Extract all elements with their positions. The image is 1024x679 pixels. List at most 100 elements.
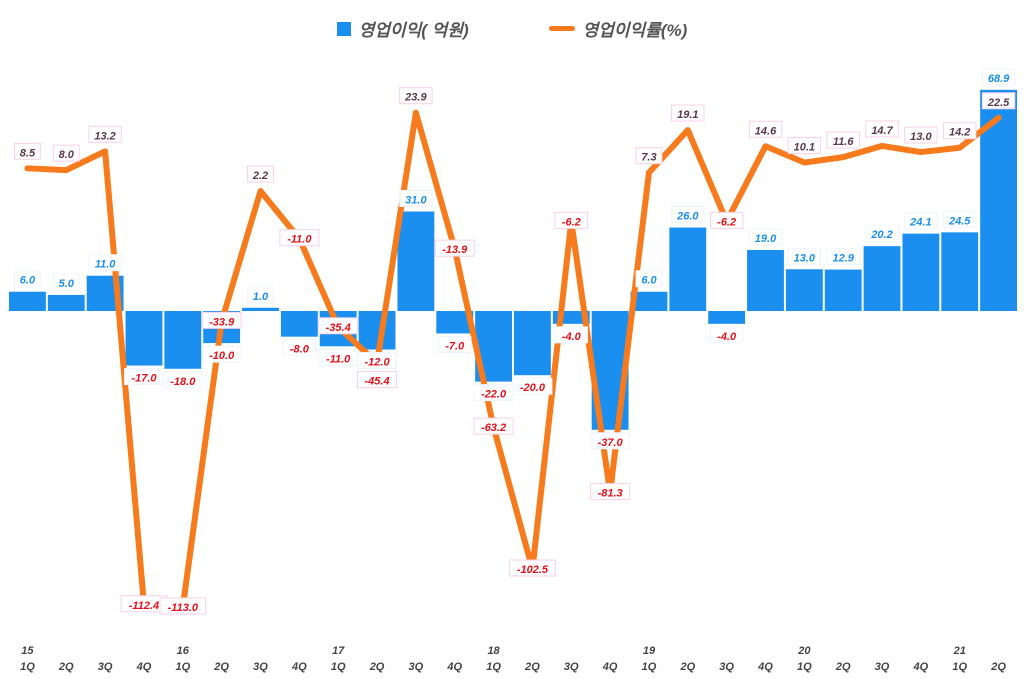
bar-data-label-box — [635, 270, 663, 288]
x-tick-label: 4Q — [291, 661, 307, 673]
x-year-label: 21 — [953, 645, 966, 657]
bar-data-label: 26.0 — [676, 211, 699, 223]
bar-data-label-box — [88, 254, 122, 272]
line-data-label: 14.2 — [949, 127, 970, 139]
x-tick-label: 3Q — [98, 661, 113, 673]
line-data-label-box — [787, 137, 822, 155]
x-tick-label: 1Q — [175, 661, 190, 673]
line-data-label-box — [52, 144, 80, 162]
line-data-label: -35.4 — [326, 322, 351, 334]
bar-data-label: 24.5 — [948, 215, 971, 227]
line-data-label-box — [943, 122, 977, 140]
bar — [863, 246, 901, 311]
bar-data-label-box — [52, 273, 80, 291]
bar-data-label-box — [590, 432, 631, 450]
bar — [514, 311, 551, 376]
bar-data-label-box — [671, 206, 705, 224]
bar-data-label-box — [748, 228, 783, 246]
x-tick-label: 3Q — [253, 661, 268, 673]
bar-data-label-box — [787, 247, 822, 265]
bar-data-label-box — [981, 68, 1016, 86]
bar-data-label: -20.0 — [520, 382, 546, 394]
bar-data-label: 19.0 — [755, 233, 777, 245]
bar-data-label-box — [201, 345, 242, 363]
line-data-label: 7.3 — [641, 152, 656, 164]
x-tick-label: 1Q — [486, 661, 501, 673]
line-data-label: 13.2 — [94, 130, 115, 142]
bar-data-label: 6.0 — [20, 275, 36, 287]
bar — [669, 227, 707, 311]
x-tick-label: 2Q — [524, 661, 540, 673]
line-data-label-box — [434, 239, 475, 257]
bar-data-label-box — [709, 326, 744, 344]
line-data-label: 23.9 — [404, 92, 427, 104]
line-data-label-box — [554, 211, 588, 229]
bar — [708, 311, 746, 324]
line-data-label-box — [671, 104, 705, 122]
line-data-label: -6.2 — [562, 216, 581, 228]
x-tick-label: 1Q — [952, 661, 967, 673]
x-tick-label: 3Q — [875, 661, 890, 673]
line-data-label-box — [748, 120, 783, 138]
line-data-label: -81.3 — [598, 487, 623, 499]
bar-data-label-box — [14, 270, 41, 288]
bar-data-label-box — [904, 212, 938, 230]
bar-data-label-box — [399, 189, 433, 207]
line-data-label: -45.4 — [364, 376, 389, 388]
bar — [47, 294, 85, 311]
line-data-label: -63.2 — [481, 422, 506, 434]
bar-data-label-box — [554, 326, 588, 344]
bar — [980, 89, 1017, 312]
x-tick-label: 2Q — [58, 661, 74, 673]
line-series — [24, 109, 1002, 610]
x-tick-label: 4Q — [446, 661, 462, 673]
x-year-label: 18 — [487, 645, 500, 657]
x-tick-label: 4Q — [913, 661, 929, 673]
bar-data-label: 11.0 — [95, 259, 116, 271]
line-data-label: -11.0 — [287, 234, 312, 246]
legend: 영업이익( 억원) 영업이익률(%) — [0, 16, 1024, 41]
bar-data-label: -7.0 — [445, 340, 465, 352]
bar-data-label: -22.0 — [481, 389, 507, 401]
x-tick-label: 4Q — [757, 661, 773, 673]
legend-item-bar: 영업이익( 억원) — [336, 16, 469, 41]
line-data-label-box — [635, 147, 663, 165]
x-year-label: 20 — [797, 645, 811, 657]
bar-data-label-box — [865, 224, 899, 242]
bar-data-label-box — [438, 335, 472, 353]
x-tick-label: 2Q — [990, 661, 1006, 673]
bar — [630, 291, 668, 311]
bar-data-label: -10.0 — [209, 350, 235, 362]
x-year-label: 19 — [643, 645, 656, 657]
x-tick-label: 2Q — [835, 661, 851, 673]
x-tick-label: 1Q — [642, 661, 657, 673]
bar — [164, 311, 202, 369]
bar-data-label: 68.9 — [988, 73, 1010, 85]
bar-data-label-box — [826, 248, 860, 266]
line-data-label-box — [399, 87, 433, 105]
line-data-label: -13.9 — [442, 244, 468, 256]
line-data-label-box — [14, 142, 41, 160]
bar — [902, 233, 940, 311]
x-tick-label: 3Q — [409, 661, 424, 673]
x-tick-label: 4Q — [602, 661, 618, 673]
line-data-label-box — [318, 317, 359, 335]
bar — [785, 269, 823, 311]
line-data-label-box — [357, 371, 398, 389]
bar-data-label: -4.0 — [717, 331, 737, 343]
bar — [941, 232, 979, 311]
bar-data-label: 6.0 — [641, 275, 657, 287]
line-data-label-box — [247, 165, 274, 183]
line-data-label: -33.9 — [209, 316, 235, 328]
bar-data-label: -18.0 — [170, 376, 196, 388]
bar — [747, 250, 784, 311]
line-data-label-box — [904, 126, 938, 144]
x-tick-label: 2Q — [679, 661, 695, 673]
bar — [824, 269, 862, 311]
x-year-label: 16 — [177, 645, 190, 657]
line-data-label-box — [865, 120, 899, 138]
line-data-label: 2.2 — [252, 170, 268, 182]
x-year-label: 17 — [332, 645, 345, 657]
